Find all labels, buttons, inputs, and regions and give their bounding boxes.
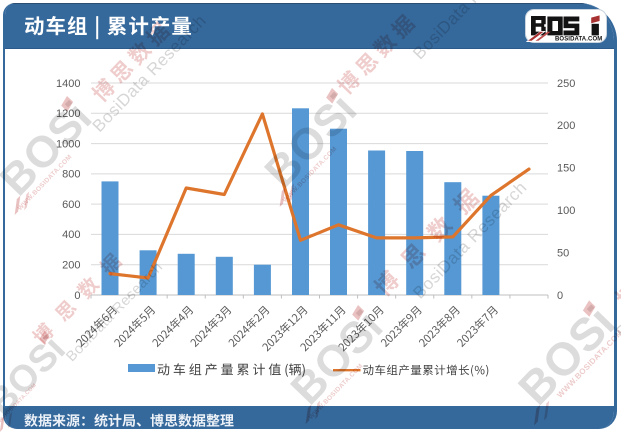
svg-text:BOSIDATA.COM: BOSIDATA.COM — [555, 36, 602, 42]
svg-text:50: 50 — [557, 247, 569, 259]
svg-text:400: 400 — [62, 229, 80, 241]
svg-text:200: 200 — [557, 120, 575, 132]
svg-text:150: 150 — [557, 163, 575, 175]
svg-text:600: 600 — [62, 199, 80, 211]
svg-text:250: 250 — [557, 78, 575, 90]
svg-text:1200: 1200 — [56, 108, 80, 120]
svg-text:100: 100 — [557, 205, 575, 217]
svg-text:200: 200 — [62, 260, 80, 272]
svg-text:0: 0 — [557, 290, 563, 302]
svg-text:1000: 1000 — [56, 138, 80, 150]
svg-text:1400: 1400 — [56, 78, 80, 90]
svg-text:800: 800 — [62, 169, 80, 181]
svg-text:0: 0 — [74, 290, 80, 302]
